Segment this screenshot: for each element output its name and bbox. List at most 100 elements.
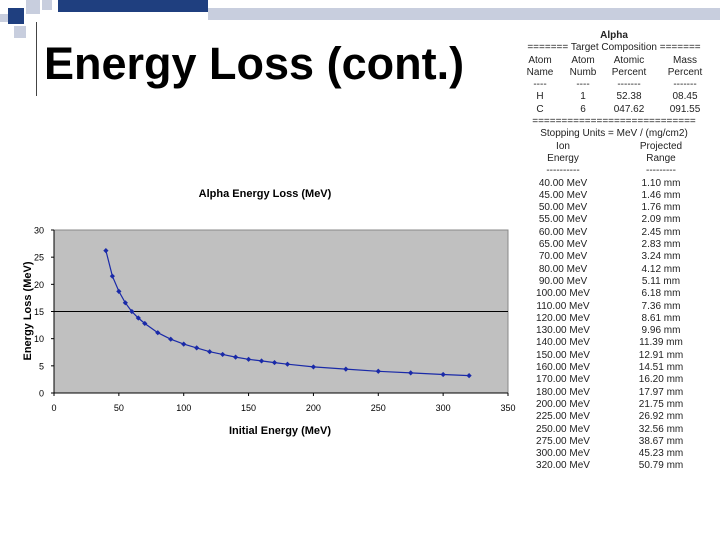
table-row: 150.00 MeV 12.91 mm [515,350,713,362]
data-point [207,349,213,355]
ion-energy-cell: 120.00 MeV [536,312,590,324]
projected-range-cell: 45.23 mm [638,448,684,460]
ion-energy-cell: 45.00 MeV [538,189,588,201]
data-point [440,371,446,378]
table-header-cell: Name [526,66,554,78]
table-rows: 40.00 MeV 1.10 mm 45.00 MeV 1.46 mm 50.00 Me… [515,178,713,473]
table-row: 170.00 MeV 16.20 mm [515,374,713,386]
table-separator: ======= Target Composition ======= [527,42,701,54]
data-point [103,248,109,254]
ion-energy-cell: 65.00 MeV [538,239,588,251]
ion-energy-cell: 50.00 MeV [538,202,588,214]
composition-row: C 6 047.62 091.55 [515,104,713,116]
data-point [310,364,317,370]
x-tick-label: 350 [500,403,515,413]
data-point [129,308,135,315]
y-tick-label: 0 [39,389,44,399]
header-bar-light [208,8,720,20]
column-dashes: ---------- [546,165,580,177]
projected-range-cell: 50.79 mm [638,460,684,472]
y-tick-label: 10 [34,334,44,344]
x-tick-label: 250 [371,403,386,413]
data-point [181,341,187,347]
projected-range-cell: 16.20 mm [638,374,684,386]
y-tick-label: 5 [39,361,44,371]
projected-range-cell: 12.91 mm [638,349,684,361]
data-point [245,356,252,362]
x-tick-label: 150 [241,403,256,413]
table-row: 90.00 MeV 5.11 mm [515,276,713,288]
column-header: Energy [547,152,579,164]
data-point [109,273,115,279]
projected-range-cell: 1.76 mm [641,202,681,214]
ion-energy-cell: 200.00 MeV [536,398,590,410]
stopping-units: Stopping Units = MeV / (mg/cm2) [540,128,688,140]
table-row: 275.00 MeV 38.67 mm [515,436,713,448]
table-header-cell: Atom [571,54,595,66]
projected-range-cell: 1.10 mm [641,177,681,189]
x-axis-label: Initial Energy (MeV) [228,425,332,437]
ion-energy-cell: 160.00 MeV [536,362,590,374]
table-row: 320.00 MeV 50.79 mm [515,460,713,472]
column-header: Ion [556,140,570,152]
composition-cell: H [536,91,544,103]
slide-title: Energy Loss (cont.) [44,38,465,89]
column-header: Projected [639,140,683,152]
projected-range-cell: 14.51 mm [638,362,684,374]
table-row: 80.00 MeV 4.12 mm [515,264,713,276]
header-bar-dark [58,0,208,12]
projected-range-cell: 9.96 mm [641,325,681,337]
data-point [142,320,148,327]
x-tick-label: 200 [306,403,321,413]
table-row: 60.00 MeV 2.45 mm [515,227,713,239]
table-header-cell: Numb [569,66,597,78]
y-tick-label: 30 [34,226,44,236]
table-header-cell: Atom [528,54,552,66]
data-point [220,351,226,358]
data-point [258,358,265,364]
projected-range-cell: 8.61 mm [641,312,681,324]
projected-range-cell: 7.36 mm [641,300,681,312]
decor-square-light [42,0,52,10]
data-point [375,368,381,374]
table-header-cell: Mass [673,54,697,66]
ion-energy-cell: 55.00 MeV [538,214,588,226]
ion-energy-cell: 40.00 MeV [538,177,588,189]
chart-title: Alpha Energy Loss (MeV) [198,188,332,200]
table-row: 65.00 MeV 2.83 mm [515,239,713,251]
table-header-cell: ---- [533,79,547,91]
decor-square-light [0,14,8,22]
composition-cell: 08.45 [672,91,698,103]
projected-range-cell: 3.24 mm [641,251,681,263]
ion-energy-cell: 150.00 MeV [536,349,590,361]
ion-energy-cell: 130.00 MeV [536,325,590,337]
decor-square-large [8,8,24,24]
projected-range-cell: 4.12 mm [641,263,681,275]
projected-range-cell: 32.56 mm [638,423,684,435]
table-header-cell: Percent [667,66,703,78]
projected-range-cell: 17.97 mm [638,386,684,398]
data-point [343,366,349,372]
decor-square-light [14,26,26,38]
projected-range-cell: 11.39 mm [639,337,683,349]
y-tick-label: 25 [34,253,44,263]
ion-energy-cell: 90.00 MeV [538,275,588,287]
data-point [122,300,128,306]
ion-energy-cell: 320.00 MeV [536,460,590,472]
table-row: 160.00 MeV 14.51 mm [515,362,713,374]
composition-cell: 1 [580,91,586,103]
ion-energy-cell: 70.00 MeV [538,251,588,263]
projected-range-cell: 6.18 mm [641,288,681,300]
table-row: 110.00 MeV 7.36 mm [515,301,713,313]
ion-energy-cell: 250.00 MeV [536,423,590,435]
column-dash-row: ---------- --------- [515,165,713,177]
projected-range-cell: 2.09 mm [641,214,681,226]
table-row: 225.00 MeV 26.92 mm [515,411,713,423]
composition-cell: 091.55 [669,103,701,115]
composition-row: H 1 52.38 08.45 [515,91,713,103]
table-row: 70.00 MeV 3.24 mm [515,251,713,263]
ion-energy-cell: 180.00 MeV [536,386,590,398]
column-header-row: Ion Projected [515,141,713,153]
table-header-row: ---- ---- ------- ------- [515,79,713,91]
